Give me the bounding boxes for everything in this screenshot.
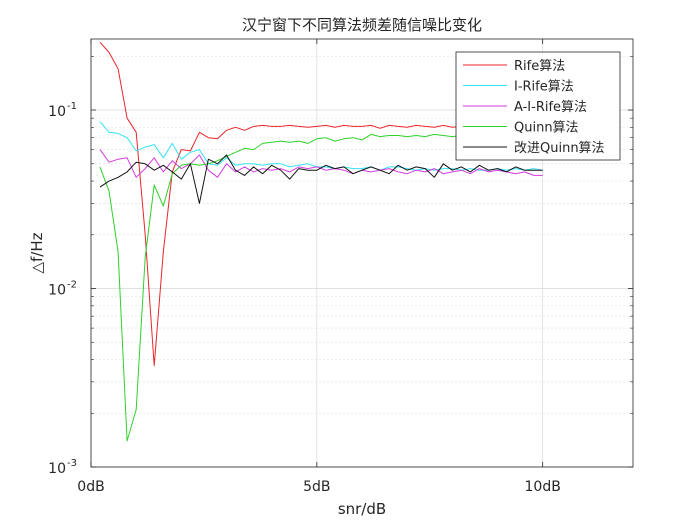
y-axis-label: △f/Hz bbox=[28, 232, 46, 273]
y-tick-label-exponent: -1 bbox=[67, 101, 77, 112]
series-line-2 bbox=[99, 121, 543, 171]
x-tick-labels: 0dB 5dB 10dB bbox=[77, 479, 561, 495]
plot-frame bbox=[90, 38, 634, 468]
y-tick-label: 10 bbox=[48, 461, 66, 477]
y-tick-label: 10 bbox=[48, 283, 66, 299]
x-axis-label: snr/dB bbox=[338, 500, 386, 518]
x-tick-label: 0dB bbox=[77, 479, 104, 495]
legend-label: A-I-Rife算法 bbox=[514, 100, 587, 115]
legend-label: 改进Quinn算法 bbox=[514, 141, 605, 156]
y-tick-labels: 10-310-210-1 bbox=[48, 101, 77, 477]
legend-label: Quinn算法 bbox=[514, 121, 579, 136]
x-tick-label: 5dB bbox=[303, 479, 330, 495]
y-tick-label: 10 bbox=[48, 104, 66, 120]
x-tick-label: 10dB bbox=[525, 479, 561, 495]
y-tick-label-exponent: -2 bbox=[67, 280, 77, 291]
series-line-3 bbox=[99, 149, 543, 178]
series-line-5 bbox=[99, 154, 543, 204]
legend-label: Rife算法 bbox=[514, 59, 565, 74]
chart-title: 汉宁窗下不同算法频差随信噪比变化 bbox=[242, 16, 482, 34]
y-tick-label-exponent: -3 bbox=[67, 458, 77, 469]
axis-ticks bbox=[90, 39, 633, 468]
legend-label: I-Rife算法 bbox=[514, 80, 574, 95]
